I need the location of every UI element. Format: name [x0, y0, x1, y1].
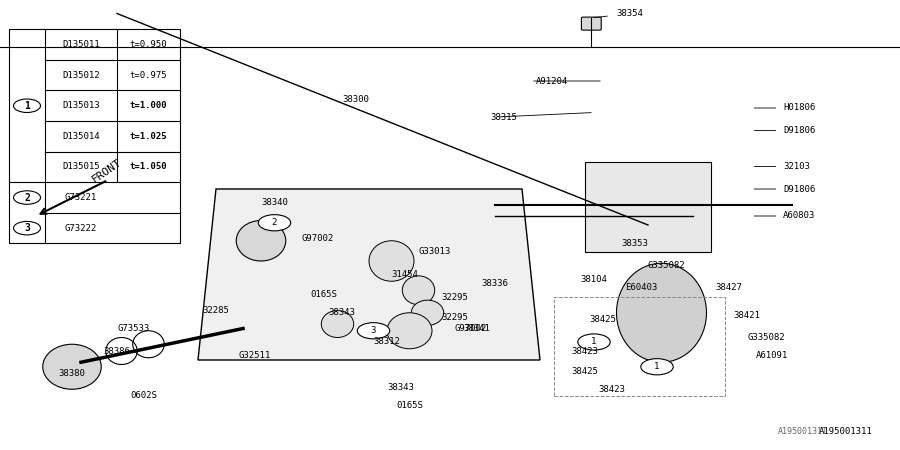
Text: 3: 3 [24, 223, 30, 233]
Text: 38423: 38423 [572, 346, 598, 356]
Text: H01806: H01806 [783, 104, 815, 112]
Text: 1: 1 [591, 338, 597, 346]
Text: 0165S: 0165S [396, 400, 423, 410]
Text: t=0.975: t=0.975 [130, 71, 167, 80]
Text: 38354: 38354 [616, 9, 643, 18]
Text: 38315: 38315 [491, 112, 518, 122]
Text: 0165S: 0165S [310, 290, 338, 299]
Bar [9, 29, 180, 243]
Text: D135014: D135014 [62, 132, 100, 141]
Text: D135011: D135011 [62, 40, 100, 49]
Circle shape [641, 359, 673, 375]
Text: D135012: D135012 [62, 71, 100, 80]
Text: A91204: A91204 [536, 76, 568, 86]
Ellipse shape [236, 220, 286, 261]
Text: G32511: G32511 [238, 351, 271, 360]
Circle shape [357, 323, 390, 339]
Text: t=1.025: t=1.025 [130, 132, 167, 141]
Text: 2: 2 [24, 193, 30, 202]
Text: D135015: D135015 [62, 162, 100, 171]
Text: 38421: 38421 [734, 310, 760, 320]
Text: 38300: 38300 [342, 94, 369, 104]
Text: 38386: 38386 [104, 346, 130, 356]
Circle shape [14, 221, 40, 235]
Text: 38427: 38427 [716, 284, 742, 292]
Text: 38341: 38341 [464, 324, 490, 333]
Ellipse shape [321, 310, 354, 338]
Text: D91806: D91806 [783, 126, 815, 135]
Text: 3: 3 [371, 326, 376, 335]
Text: G73222: G73222 [65, 224, 97, 233]
Text: 38343: 38343 [387, 382, 414, 392]
Text: 38336: 38336 [482, 279, 508, 288]
Text: 38104: 38104 [580, 274, 608, 284]
Text: A61091: A61091 [756, 351, 788, 360]
Text: 32285: 32285 [202, 306, 230, 315]
Text: G97002: G97002 [454, 324, 487, 333]
Text: 38312: 38312 [374, 338, 400, 346]
Text: 1: 1 [654, 362, 660, 371]
Bar [554, 297, 724, 396]
Text: G73221: G73221 [65, 193, 97, 202]
Circle shape [14, 191, 40, 204]
Text: 38340: 38340 [261, 198, 288, 207]
Text: A195001311: A195001311 [778, 428, 828, 436]
Text: 0602S: 0602S [130, 392, 158, 400]
Polygon shape [198, 189, 540, 360]
Text: G335082: G335082 [648, 261, 686, 270]
Ellipse shape [411, 300, 444, 325]
Text: t=1.050: t=1.050 [130, 162, 167, 171]
Bar [585, 162, 711, 252]
Circle shape [14, 99, 40, 112]
Text: 32295: 32295 [441, 292, 468, 302]
Text: 1: 1 [24, 101, 30, 111]
Ellipse shape [402, 276, 435, 305]
Text: 38423: 38423 [598, 385, 625, 394]
Text: A60803: A60803 [783, 212, 815, 220]
Text: G33013: G33013 [418, 248, 451, 256]
Text: FRONT: FRONT [90, 157, 123, 184]
Text: 38353: 38353 [621, 238, 648, 248]
Text: G73533: G73533 [117, 324, 149, 333]
Text: 32103: 32103 [783, 162, 810, 171]
Circle shape [258, 215, 291, 231]
Text: 32295: 32295 [441, 313, 468, 322]
Text: 38343: 38343 [328, 308, 356, 317]
Text: 2: 2 [272, 218, 277, 227]
Text: G97002: G97002 [302, 234, 334, 243]
Circle shape [578, 334, 610, 350]
Text: 38380: 38380 [58, 369, 86, 378]
Text: E60403: E60403 [626, 284, 658, 292]
Ellipse shape [616, 263, 706, 362]
Text: A195001311: A195001311 [819, 428, 873, 436]
Ellipse shape [43, 344, 101, 389]
Text: G335082: G335082 [747, 333, 785, 342]
Text: 38425: 38425 [590, 315, 616, 324]
Text: t=1.000: t=1.000 [130, 101, 167, 110]
Text: t=0.950: t=0.950 [130, 40, 167, 49]
Text: 38425: 38425 [572, 367, 598, 376]
Text: 31454: 31454 [392, 270, 418, 279]
Text: D135013: D135013 [62, 101, 100, 110]
Ellipse shape [387, 313, 432, 349]
FancyBboxPatch shape [581, 17, 601, 30]
Ellipse shape [369, 241, 414, 281]
Text: D91806: D91806 [783, 184, 815, 194]
